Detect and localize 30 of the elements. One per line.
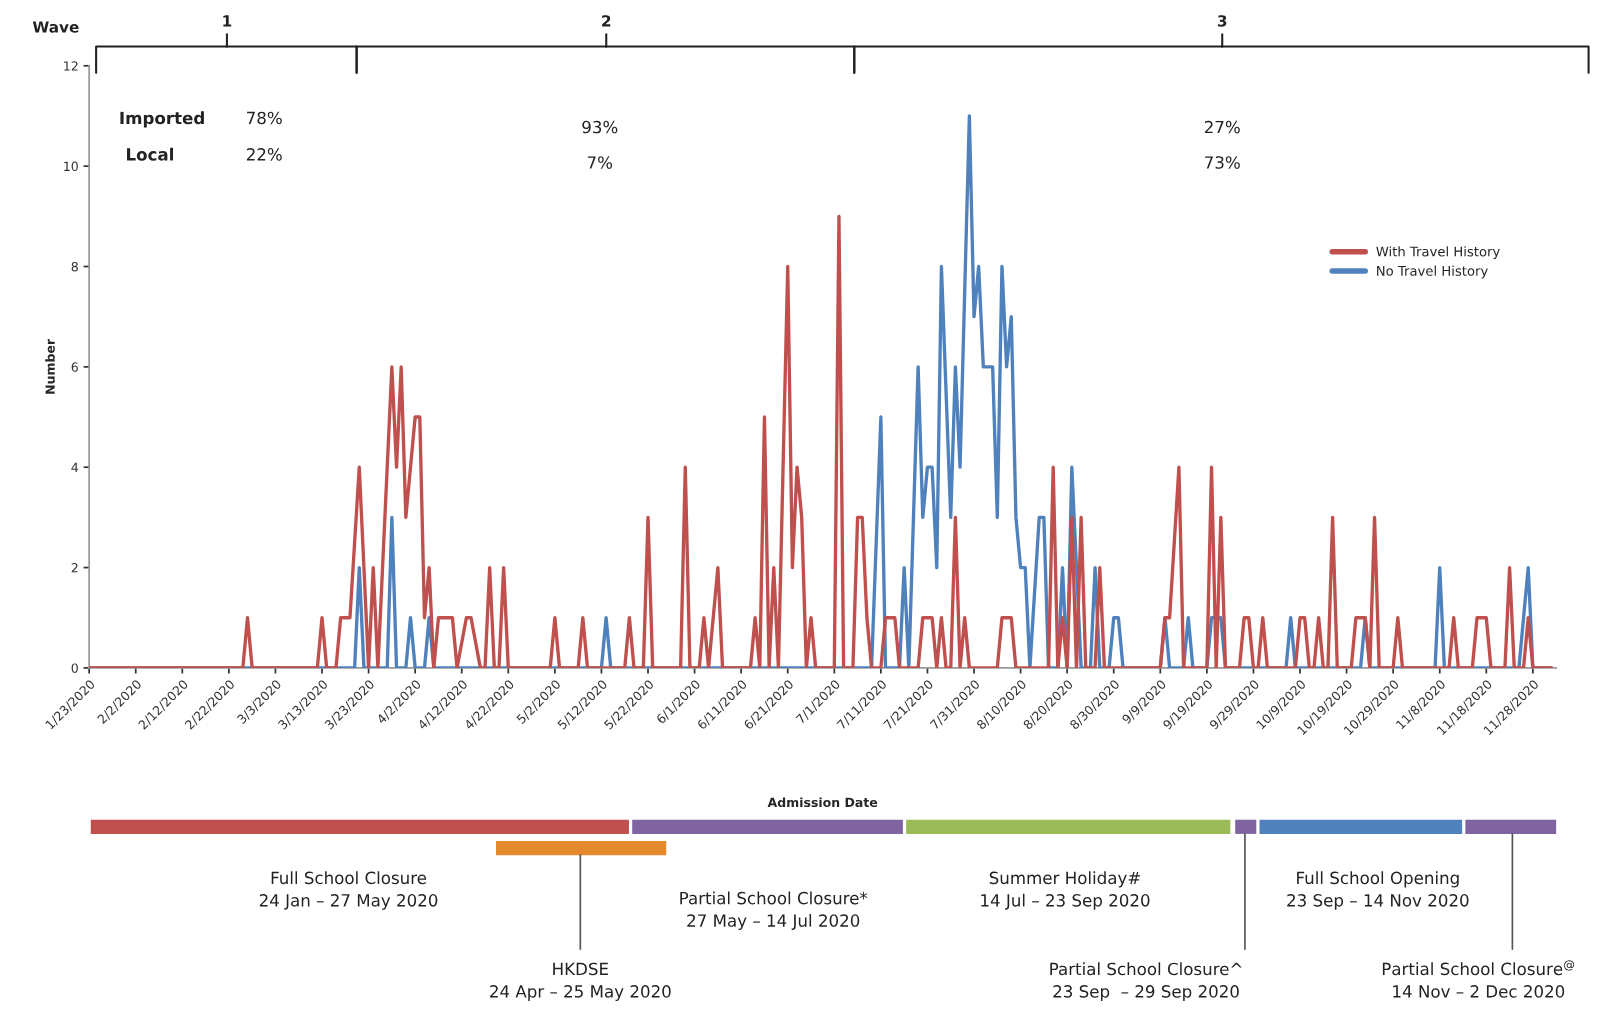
legend-label: With Travel History	[1376, 246, 1500, 260]
annotation: 22%	[246, 148, 282, 161]
legend-label: No Travel History	[1377, 265, 1488, 279]
y-tick-label: 4	[71, 462, 79, 472]
y-tick-label: 8	[71, 261, 78, 272]
text: 1	[223, 15, 232, 27]
annotation: Imported	[120, 111, 204, 128]
text: Wave	[32, 21, 79, 33]
y-tick-label: 2	[71, 563, 78, 573]
text: Summer Holiday# 14 Jul – 23 Sep 2020	[981, 871, 1150, 910]
text: 2	[602, 15, 611, 27]
text: 3	[1217, 15, 1227, 27]
annotation: 93%	[582, 120, 618, 134]
text: Partial School Closure* 27 May – 14 Jul 2020	[680, 891, 868, 931]
text: Full School Closure 24 Jan – 27 May 2020	[259, 871, 438, 910]
x-axis-title: Admission Date	[767, 797, 878, 808]
y-axis-title: Number	[45, 338, 55, 394]
annotation: Local	[127, 147, 173, 161]
annotation: 27%	[1204, 120, 1240, 134]
text: Full School Opening 23 Sep – 14 Nov 2020	[1287, 871, 1469, 910]
y-tick-label: 10	[64, 161, 78, 172]
y-tick-label: 12	[64, 61, 78, 71]
y-tick-label: 6	[71, 362, 78, 372]
text: HKDSE 24 Apr – 25 May 2020	[490, 962, 671, 1001]
annotation: 78%	[247, 111, 282, 125]
annotation: 73%	[1205, 156, 1240, 169]
annotation: 7%	[587, 156, 613, 169]
text: Partial School Closure$^{@}$ 14 Nov – 2 Dec 2020	[1382, 960, 1575, 998]
y-tick-label: 0	[71, 663, 78, 673]
text: Partial School Closure^ 23 Sep – 29 Sep 2020	[1050, 962, 1242, 1001]
